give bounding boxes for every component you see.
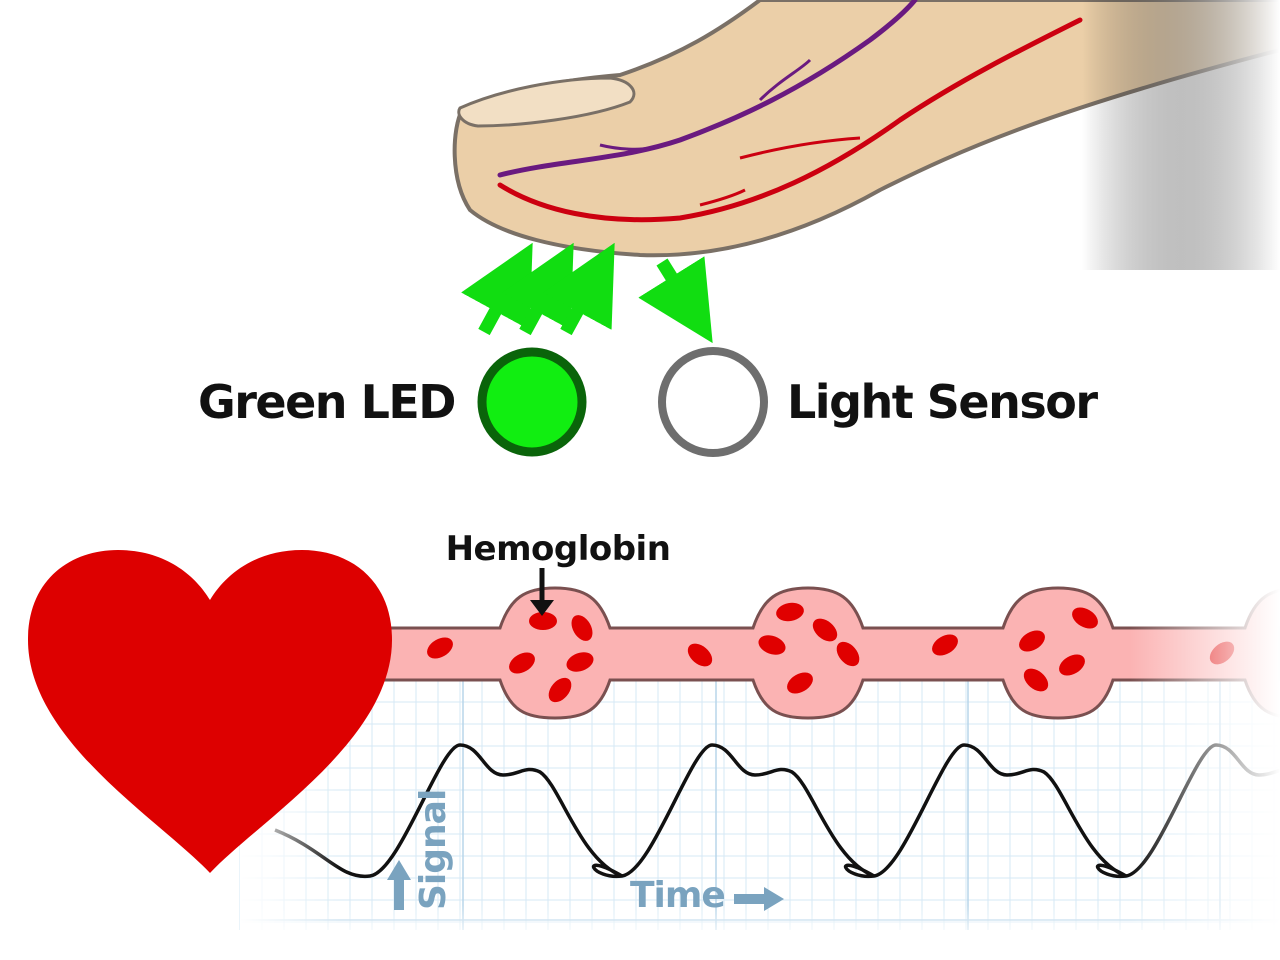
reflected-light-arrow [638,256,713,344]
ppg-signal-line [274,743,1280,879]
hemoglobin-cell [776,602,804,622]
hemoglobin-cell [548,677,572,703]
green-led [477,347,587,457]
light-arrow-2 [502,242,574,336]
time-axis-arrow [734,887,784,911]
green-led-label: Green LED [198,375,455,429]
light-arrow-3 [543,242,615,336]
signal-axis-label: Signal [413,790,454,910]
hemoglobin-cell [758,635,786,655]
time-axis-label: Time [630,875,725,916]
light-arrow-1 [461,242,533,336]
hemoglobin-cell [566,652,594,672]
hemoglobin-cell [787,672,813,694]
blood-vessel [358,586,1280,720]
hemoglobin-cell [932,634,958,656]
finger-illustration [452,0,1280,270]
hemoglobin-pointer-arrow [530,568,554,616]
hemoglobin-cell [812,618,838,642]
hemoglobin-cell [529,612,557,630]
signal-axis-arrow [387,860,411,910]
hemoglobin-cell [427,637,453,659]
hemoglobin-cell [1023,668,1049,692]
light-sensor-label: Light Sensor [787,375,1098,429]
light-sensor [658,347,768,457]
hemoglobin-cell [571,615,593,641]
emitted-light-arrows [461,242,615,336]
hemoglobin-cell [1019,630,1045,652]
hemoglobin-label: Hemoglobin [446,529,671,569]
heart-icon [28,550,392,873]
hemoglobin-cell [509,652,535,674]
hemoglobin-cell [836,641,860,667]
hemoglobin-cell [687,643,713,667]
hemoglobin-cell [1072,607,1098,629]
hemoglobin-cell [1059,654,1085,676]
